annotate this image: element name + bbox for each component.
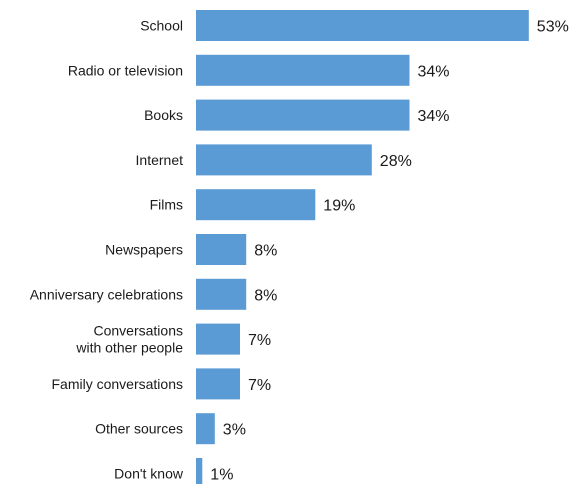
category-label: Conversations with other people: [75, 323, 183, 356]
value-label: 28%: [380, 153, 412, 170]
value-label: 53%: [537, 19, 569, 36]
bar: [196, 413, 215, 445]
category-labels-group: School Radio or television Books Internet Fi…: [30, 18, 184, 482]
bar: [196, 54, 410, 86]
category-label: Radio or television: [68, 62, 183, 78]
category-label: Newspapers: [105, 242, 183, 258]
category-label: Anniversary celebrations: [30, 286, 183, 302]
category-label: Films: [150, 197, 183, 213]
value-label: 7%: [248, 377, 271, 394]
value-label: 1%: [210, 467, 233, 484]
bar: [196, 144, 372, 176]
bar: [196, 458, 203, 484]
category-label: Books: [144, 107, 183, 123]
category-label: Other sources: [95, 421, 183, 437]
value-label: 34%: [418, 108, 450, 125]
bar: [196, 189, 316, 221]
bar: [196, 10, 529, 41]
bar: [196, 99, 410, 131]
category-label: Internet: [136, 152, 184, 168]
value-label: 34%: [418, 63, 450, 80]
category-label: Family conversations: [52, 376, 184, 392]
bar: [196, 323, 240, 355]
value-labels-group: 53% 34% 34% 28% 19% 8% 8% 7% 7% 3% 1%: [210, 19, 569, 484]
bar: [196, 278, 247, 310]
bar: [196, 368, 240, 400]
value-label: 19%: [323, 198, 355, 215]
bar: [196, 234, 247, 265]
category-label: School: [140, 18, 183, 34]
value-label: 3%: [223, 422, 246, 439]
value-label: 8%: [254, 287, 277, 304]
value-label: 7%: [248, 332, 271, 349]
category-label: Don't know: [114, 466, 184, 482]
value-label: 8%: [254, 243, 277, 260]
bars-group: [196, 10, 529, 484]
